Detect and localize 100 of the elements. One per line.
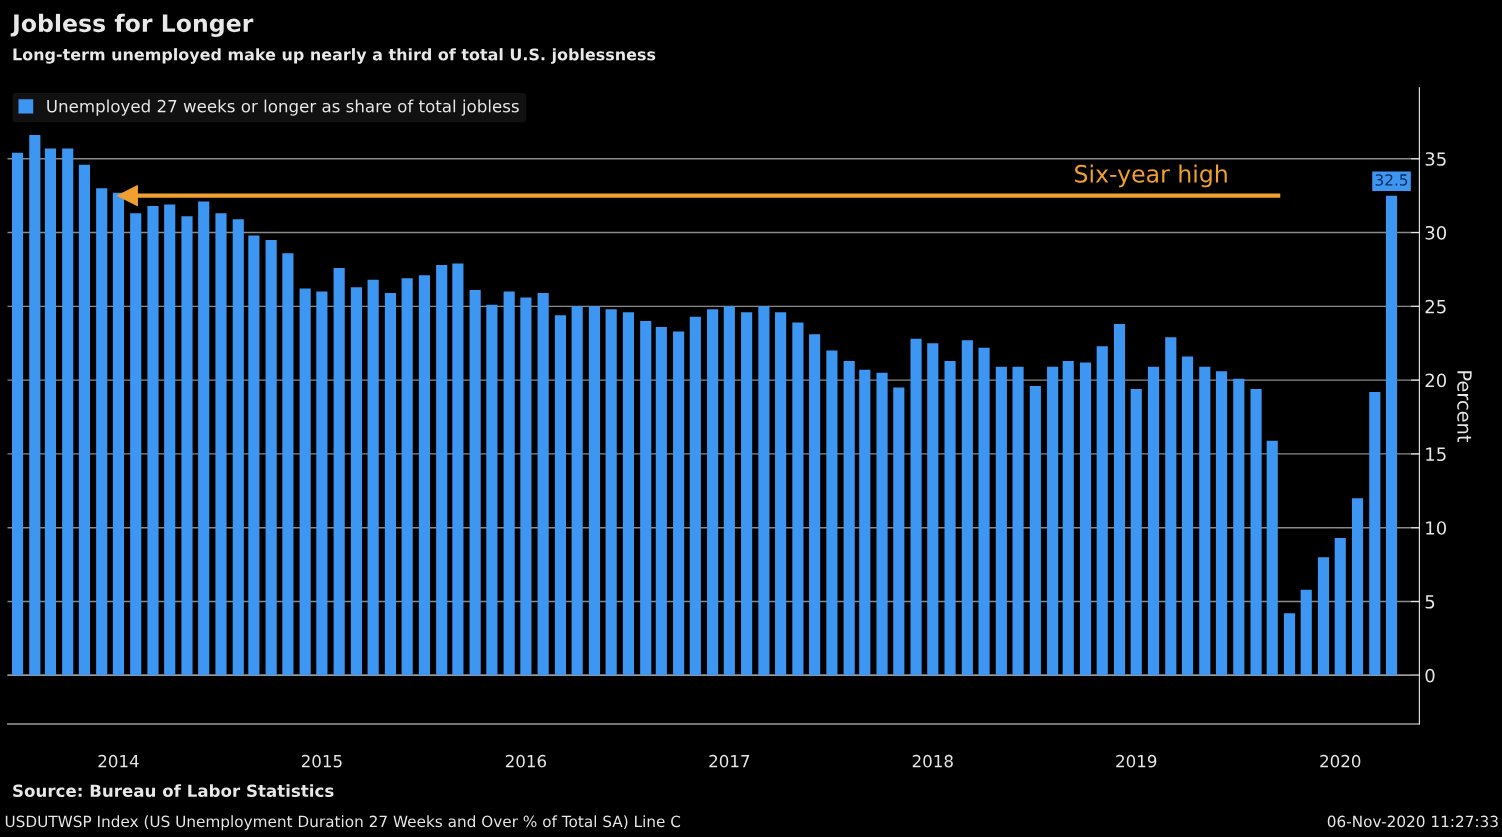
- bar: [78, 164, 90, 676]
- bar: [232, 219, 244, 676]
- bar: [1199, 366, 1211, 676]
- bar: [367, 279, 379, 676]
- bar: [859, 369, 871, 676]
- bar: [1147, 366, 1160, 676]
- bar: [893, 387, 905, 676]
- bar: [503, 291, 515, 676]
- bar: [961, 340, 973, 676]
- bar: [1351, 498, 1364, 676]
- text: USDUTWSP Index (US Unemployment Duration 27 Weeks and Over % of Total SA) Line C: [5, 815, 681, 831]
- x-tick-label: 2017: [709, 754, 750, 768]
- bar: [944, 360, 956, 676]
- bar: [1369, 391, 1381, 676]
- bar: [11, 152, 24, 676]
- y-tick-label: 0: [1425, 668, 1435, 683]
- bar: [1165, 337, 1177, 676]
- bar: [436, 264, 448, 676]
- bar: [1283, 613, 1296, 676]
- bar: [316, 291, 328, 676]
- y-tick-label: 30: [1425, 225, 1447, 240]
- bar: [689, 316, 701, 676]
- bar: [164, 204, 176, 676]
- y-tick-label: 25: [1425, 299, 1446, 314]
- bar: [723, 306, 735, 676]
- bar: [384, 293, 397, 676]
- bar: [248, 235, 260, 676]
- bar: [350, 287, 363, 676]
- y-tick-label: 5: [1425, 595, 1435, 609]
- y-tick-label: 10: [1426, 521, 1447, 535]
- chart-title: Jobless for Longer: [10, 13, 254, 37]
- bar: [792, 322, 804, 676]
- bar: [418, 275, 431, 676]
- bar: [1215, 371, 1228, 676]
- bar: [537, 293, 549, 676]
- bar: [452, 263, 464, 676]
- bar: [130, 213, 142, 676]
- bar: [1047, 366, 1059, 676]
- bar: [215, 213, 227, 676]
- bar: [758, 306, 770, 676]
- bar: [44, 148, 56, 676]
- bar: [1317, 557, 1330, 676]
- y-axis-title: Percent: [1457, 371, 1472, 443]
- bar: [1250, 388, 1262, 676]
- bar: [673, 331, 685, 676]
- bar: [401, 278, 413, 676]
- bar: [554, 315, 567, 676]
- bar: [910, 338, 922, 676]
- bar: [622, 312, 635, 676]
- bar: [995, 366, 1007, 676]
- chart-subtitle: Long-term unemployed make up nearly a third of total U.S. joblessness: [13, 48, 656, 64]
- bar: [1012, 366, 1024, 676]
- bar: [978, 347, 990, 676]
- bar: [843, 360, 855, 676]
- bar: [1130, 388, 1142, 676]
- bar: [469, 290, 481, 676]
- bar: [96, 188, 108, 676]
- x-tick-label: 2018: [912, 754, 953, 768]
- bar: [1062, 360, 1074, 676]
- bar: [1096, 346, 1108, 676]
- bar: [1181, 356, 1194, 676]
- bar: [826, 350, 838, 676]
- bar: [520, 297, 532, 676]
- ref-line-label: Six-year high: [1075, 164, 1227, 188]
- x-tick-label: 2015: [301, 754, 342, 768]
- source-note: Source: Bureau of Labor Statistics: [13, 784, 334, 798]
- bar: [588, 306, 601, 676]
- bar: [299, 288, 311, 676]
- bar: [655, 326, 667, 676]
- x-tick-label: 2019: [1116, 754, 1157, 768]
- bar: [605, 309, 617, 676]
- bar: [181, 216, 193, 676]
- bar: [62, 148, 74, 676]
- x-tick-label: 2014: [98, 754, 139, 768]
- text: 06-Nov-2020 11:27:33: [1327, 815, 1498, 828]
- bar: [741, 312, 753, 676]
- bar: [809, 334, 821, 676]
- bar: [1266, 440, 1278, 676]
- y-tick-label: 15: [1426, 447, 1446, 462]
- bar: [927, 343, 939, 676]
- bar: [1113, 324, 1126, 676]
- bar: [707, 309, 719, 676]
- data-label: 32.5: [1375, 174, 1408, 186]
- bar: [147, 205, 159, 676]
- bar: [1385, 195, 1398, 676]
- bar: [486, 304, 498, 676]
- bar: [29, 135, 41, 676]
- bar: [1233, 378, 1245, 676]
- bar: [333, 267, 345, 676]
- bar: [571, 306, 583, 676]
- y-tick-label: 35: [1425, 152, 1446, 166]
- bar: [775, 312, 787, 676]
- bar: [1029, 386, 1041, 676]
- y-tick-label: 20: [1425, 373, 1447, 388]
- bar: [198, 201, 210, 676]
- bar: [282, 253, 294, 676]
- bar: [265, 239, 277, 676]
- bar: [1334, 538, 1346, 676]
- x-tick-label: 2020: [1320, 754, 1361, 768]
- bar: [1079, 362, 1092, 676]
